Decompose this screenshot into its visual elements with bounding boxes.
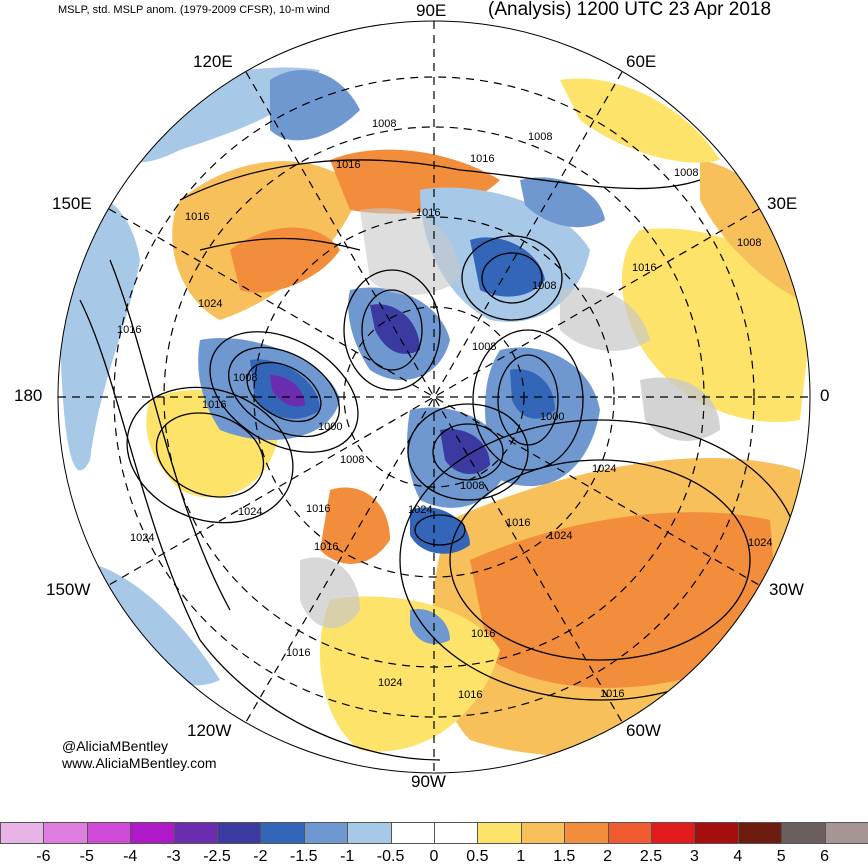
credit-site: www.AliciaMBentley.com — [62, 755, 217, 771]
colorbar-label: -1 — [340, 848, 355, 865]
colorbar-swatch — [434, 822, 479, 844]
isobar-label: 1016 — [471, 628, 495, 640]
colorbar-label: 1 — [516, 848, 526, 865]
isobar-labels: 1008 1008 1016 1008 1008 1016 1016 1016 … — [117, 118, 772, 701]
lon-label-60e: 60E — [626, 52, 657, 71]
isobar-label: 1016 — [470, 153, 494, 165]
anomaly-shading — [58, 21, 810, 773]
isobar-label: 1008 — [674, 167, 698, 179]
colorbar-swatch — [0, 822, 45, 844]
colorbar-label: 1.5 — [553, 848, 576, 865]
lon-label-150w: 150W — [46, 580, 91, 599]
colorbar-swatch — [130, 822, 175, 844]
isobar-label: 1024 — [198, 298, 222, 310]
colorbar-swatch — [737, 822, 783, 844]
colorbar-swatch — [173, 822, 218, 844]
isobar-label: 1016 — [286, 647, 310, 659]
lon-label-150e: 150E — [52, 194, 92, 213]
colorbar-swatch — [260, 822, 305, 844]
map-border — [57, 20, 811, 774]
colorbar-swatch — [86, 822, 132, 844]
isobar-label: 1024 — [130, 532, 154, 544]
colorbar-swatch — [607, 822, 652, 844]
colorbar-label: 5 — [776, 848, 786, 865]
colorbar-label: 0.5 — [466, 848, 489, 865]
isobar-label: 1024 — [748, 537, 772, 549]
colorbar-swatch — [347, 822, 392, 844]
colorbar-label: -4 — [123, 848, 138, 865]
colorbar-swatch — [651, 822, 696, 844]
isobar-label: 1008 — [528, 131, 552, 143]
colorbar-label: -0.5 — [376, 848, 405, 865]
isobar-label: 1024 — [548, 530, 572, 542]
colorbar-swatch — [520, 822, 566, 844]
isobar-label: 1016 — [117, 324, 141, 336]
lon-label-60w: 60W — [626, 721, 661, 740]
lon-label-90w: 90W — [411, 772, 446, 791]
isobar-label: 1016 — [185, 211, 209, 223]
graticule — [58, 21, 810, 773]
isobar-label: 1016 — [600, 688, 624, 700]
isobars — [79, 159, 801, 761]
colorbar-swatch — [43, 822, 88, 844]
isobar-label: 1024 — [378, 677, 402, 689]
isobar-label: 1024 — [408, 504, 432, 516]
colorbar-swatch — [217, 822, 262, 844]
isobar-label: 1016 — [336, 159, 360, 171]
colorbar-label: 2 — [603, 848, 613, 865]
lon-label-120e: 120E — [193, 52, 233, 71]
isobar-label: 1008 — [372, 118, 396, 130]
colorbar-label: 4 — [733, 848, 743, 865]
isobar-label: 1000 — [318, 421, 342, 433]
colorbar-label: 0 — [429, 848, 439, 865]
valid-time: (Analysis) 1200 UTC 23 Apr 2018 — [488, 0, 772, 20]
colorbar-swatch — [303, 822, 349, 844]
isobar-label: 1016 — [314, 541, 338, 553]
colorbar-label: 6 — [820, 848, 830, 865]
isobar-label: 1016 — [632, 262, 656, 274]
isobar-label: 1000 — [540, 411, 564, 423]
product-title: MSLP, std. MSLP anom. (1979-2009 CFSR), … — [58, 4, 330, 16]
colorbar-label: -6 — [36, 848, 51, 865]
colorbar-label: -2.5 — [203, 848, 231, 865]
colorbar-swatch — [390, 822, 435, 844]
lon-label-30w: 30W — [769, 580, 804, 599]
isobar-label: 1008 — [737, 237, 761, 249]
isobar-label: 1016 — [506, 517, 530, 529]
isobar-label: 1024 — [592, 463, 616, 475]
colorbar-label: -5 — [79, 848, 94, 865]
lon-label-30e: 30E — [767, 194, 798, 213]
colorbar-swatch — [694, 822, 739, 844]
isobar-label: 1016 — [416, 207, 440, 219]
isobar-label: 1016 — [306, 503, 330, 515]
colorbar-label: -1.5 — [290, 848, 318, 865]
isobar-label: 1008 — [460, 480, 484, 492]
colorbar: -6 -5 -4 -3 -2.5 -2 -1.5 -1 -0.5 0 0.5 1 1.5 2 2.5 3 4 5 6 — [0, 822, 868, 865]
isobar-label: 1024 — [238, 506, 262, 518]
isobar-label: 1016 — [458, 689, 482, 701]
colorbar-label: 2.5 — [639, 848, 663, 865]
colorbar-label: -3 — [166, 848, 181, 865]
isobar-label: 1008 — [233, 372, 257, 384]
colorbar-label: -2 — [253, 848, 268, 865]
colorbar-swatch — [781, 822, 826, 844]
isobar-label: 1008 — [532, 280, 556, 292]
credit-handle: @AliciaMBentley — [62, 738, 169, 754]
isobar-label: 1016 — [202, 399, 226, 411]
isobar-label: 1008 — [472, 341, 496, 353]
colorbar-swatch — [824, 822, 868, 844]
lon-label-0: 0 — [820, 386, 830, 405]
lon-label-180: 180 — [14, 386, 43, 405]
lon-label-90e: 90E — [416, 1, 447, 20]
colorbar-swatch — [477, 822, 522, 844]
colorbar-swatch — [564, 822, 609, 844]
lon-label-120w: 120W — [187, 721, 232, 740]
colorbar-label: 3 — [689, 848, 699, 865]
isobar-label: 1008 — [340, 454, 364, 466]
